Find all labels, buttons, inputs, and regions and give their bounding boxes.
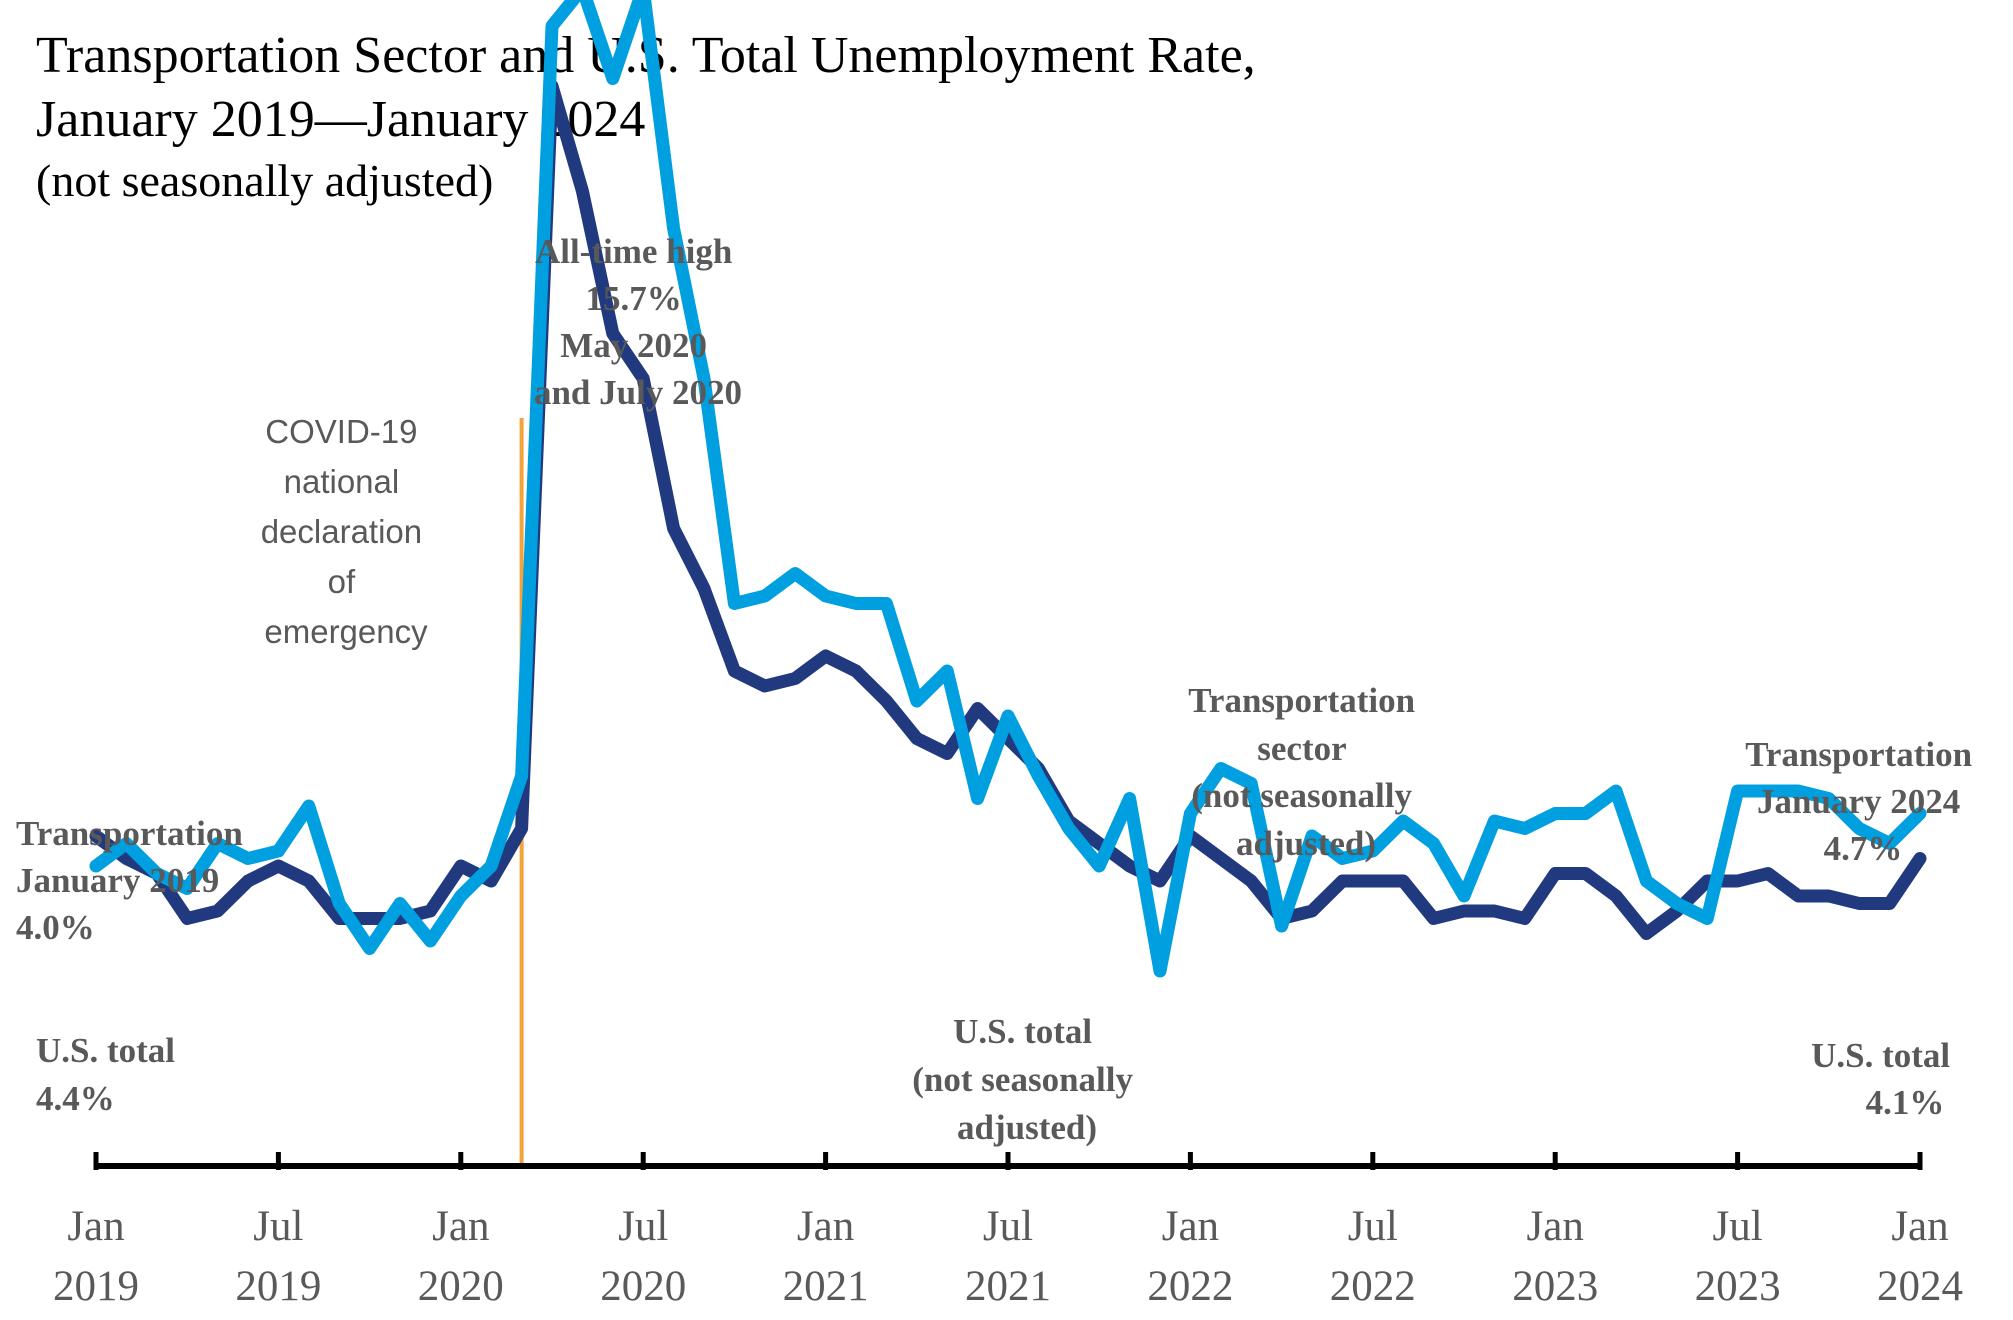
annotation-us-start: U.S. total 4.4% — [36, 1031, 184, 1118]
annotation-trans-end-line3: 4.7% — [1824, 829, 1903, 868]
x-tick-label-year-10: 2024 — [1877, 1263, 1963, 1310]
x-tick-label-month-3: Jul — [618, 1203, 668, 1250]
annotation-trans-start-line2: January 2019 — [16, 861, 219, 900]
x-tick-label-month-6: Jan — [1162, 1203, 1219, 1250]
annotation-us-end-line1: U.S. total — [1811, 1036, 1950, 1075]
annotation-covid-line2: national — [284, 463, 400, 500]
x-tick-label-month-2: Jan — [432, 1203, 489, 1250]
transportation-line — [89, 0, 1927, 978]
annotation-trans-sector-line2: sector — [1257, 729, 1346, 768]
annotation-us-end-line2: 4.1% — [1866, 1083, 1945, 1122]
annotation-us-mid-line1: U.S. total — [953, 1012, 1092, 1051]
x-axis-ticks: Jan 2019 Jul 2019 Jan 2020 Jul 2020 Jan 2021 Jul 20… — [53, 1152, 1963, 1310]
annotation-all-time-high: All-time high 15.7% May 2020 and July 20… — [534, 232, 742, 412]
annotation-us-mid-line2: (not seasonally — [912, 1060, 1133, 1099]
x-tick-label-year-9: 2023 — [1695, 1263, 1781, 1310]
x-tick-label-month-10: Jan — [1891, 1203, 1948, 1250]
annotation-trans-end-line2: January 2024 — [1757, 782, 1960, 821]
x-tick-label-month-8: Jan — [1527, 1203, 1584, 1250]
annotation-us-start-line2: 4.4% — [36, 1079, 115, 1118]
annotation-trans-sector-line3: (not seasonally — [1191, 776, 1412, 815]
annotation-trans-start-line3: 4.0% — [16, 908, 95, 947]
x-tick-label-month-4: Jan — [797, 1203, 854, 1250]
annotation-us-start-line1: U.S. total — [36, 1031, 175, 1070]
x-tick-label-year-3: 2020 — [600, 1263, 686, 1310]
annotation-all-time-high-line3: May 2020 — [560, 326, 707, 365]
annotation-transportation-end: Transportation January 2024 4.7% — [1745, 735, 1981, 868]
annotation-trans-start-line1: Transportation — [16, 814, 243, 853]
chart-subtitle: (not seasonally adjusted) — [36, 155, 493, 206]
x-tick-label-month-5: Jul — [983, 1203, 1033, 1250]
annotation-covid-line5: emergency — [264, 613, 428, 650]
x-tick-label-year-6: 2022 — [1147, 1263, 1233, 1310]
x-tick-label-year-4: 2021 — [783, 1263, 869, 1310]
x-tick-label-year-5: 2021 — [965, 1263, 1051, 1310]
x-tick-label-month-0: Jan — [67, 1203, 124, 1250]
x-tick-label-month-1: Jul — [253, 1203, 303, 1250]
x-tick-label-month-9: Jul — [1713, 1203, 1763, 1250]
x-tick-label-year-1: 2019 — [235, 1263, 321, 1310]
annotation-transportation-sector: Transportation sector (not seasonally ad… — [1188, 681, 1424, 863]
annotation-covid-line3: declaration — [261, 513, 422, 550]
annotation-all-time-high-line2: 15.7% — [586, 279, 682, 318]
x-tick-label-year-0: 2019 — [53, 1263, 139, 1310]
annotation-trans-end-line1: Transportation — [1745, 735, 1972, 774]
annotation-trans-sector-line4: adjusted) — [1236, 824, 1376, 863]
annotation-transportation-start: Transportation January 2019 4.0% — [16, 814, 252, 947]
annotation-trans-sector-line1: Transportation — [1188, 681, 1415, 720]
annotation-covid-line1: COVID-19 — [265, 413, 417, 450]
us-total-line — [89, 79, 1927, 940]
x-tick-label-year-7: 2022 — [1330, 1263, 1416, 1310]
annotation-all-time-high-line1: All-time high — [535, 232, 732, 271]
annotation-us-end: U.S. total 4.1% — [1811, 1036, 1959, 1122]
annotation-us-total: U.S. total (not seasonally adjusted) — [912, 1012, 1141, 1147]
x-tick-label-year-8: 2023 — [1512, 1263, 1598, 1310]
x-tick-label-month-7: Jul — [1348, 1203, 1398, 1250]
x-tick-label-year-2: 2020 — [418, 1263, 504, 1310]
annotation-all-time-high-line4: and July 2020 — [534, 373, 742, 412]
annotation-covid: COVID-19 national declaration of emergen… — [261, 413, 432, 650]
annotation-us-mid-line3: adjusted) — [957, 1108, 1097, 1147]
annotation-covid-line4: of — [328, 563, 356, 600]
